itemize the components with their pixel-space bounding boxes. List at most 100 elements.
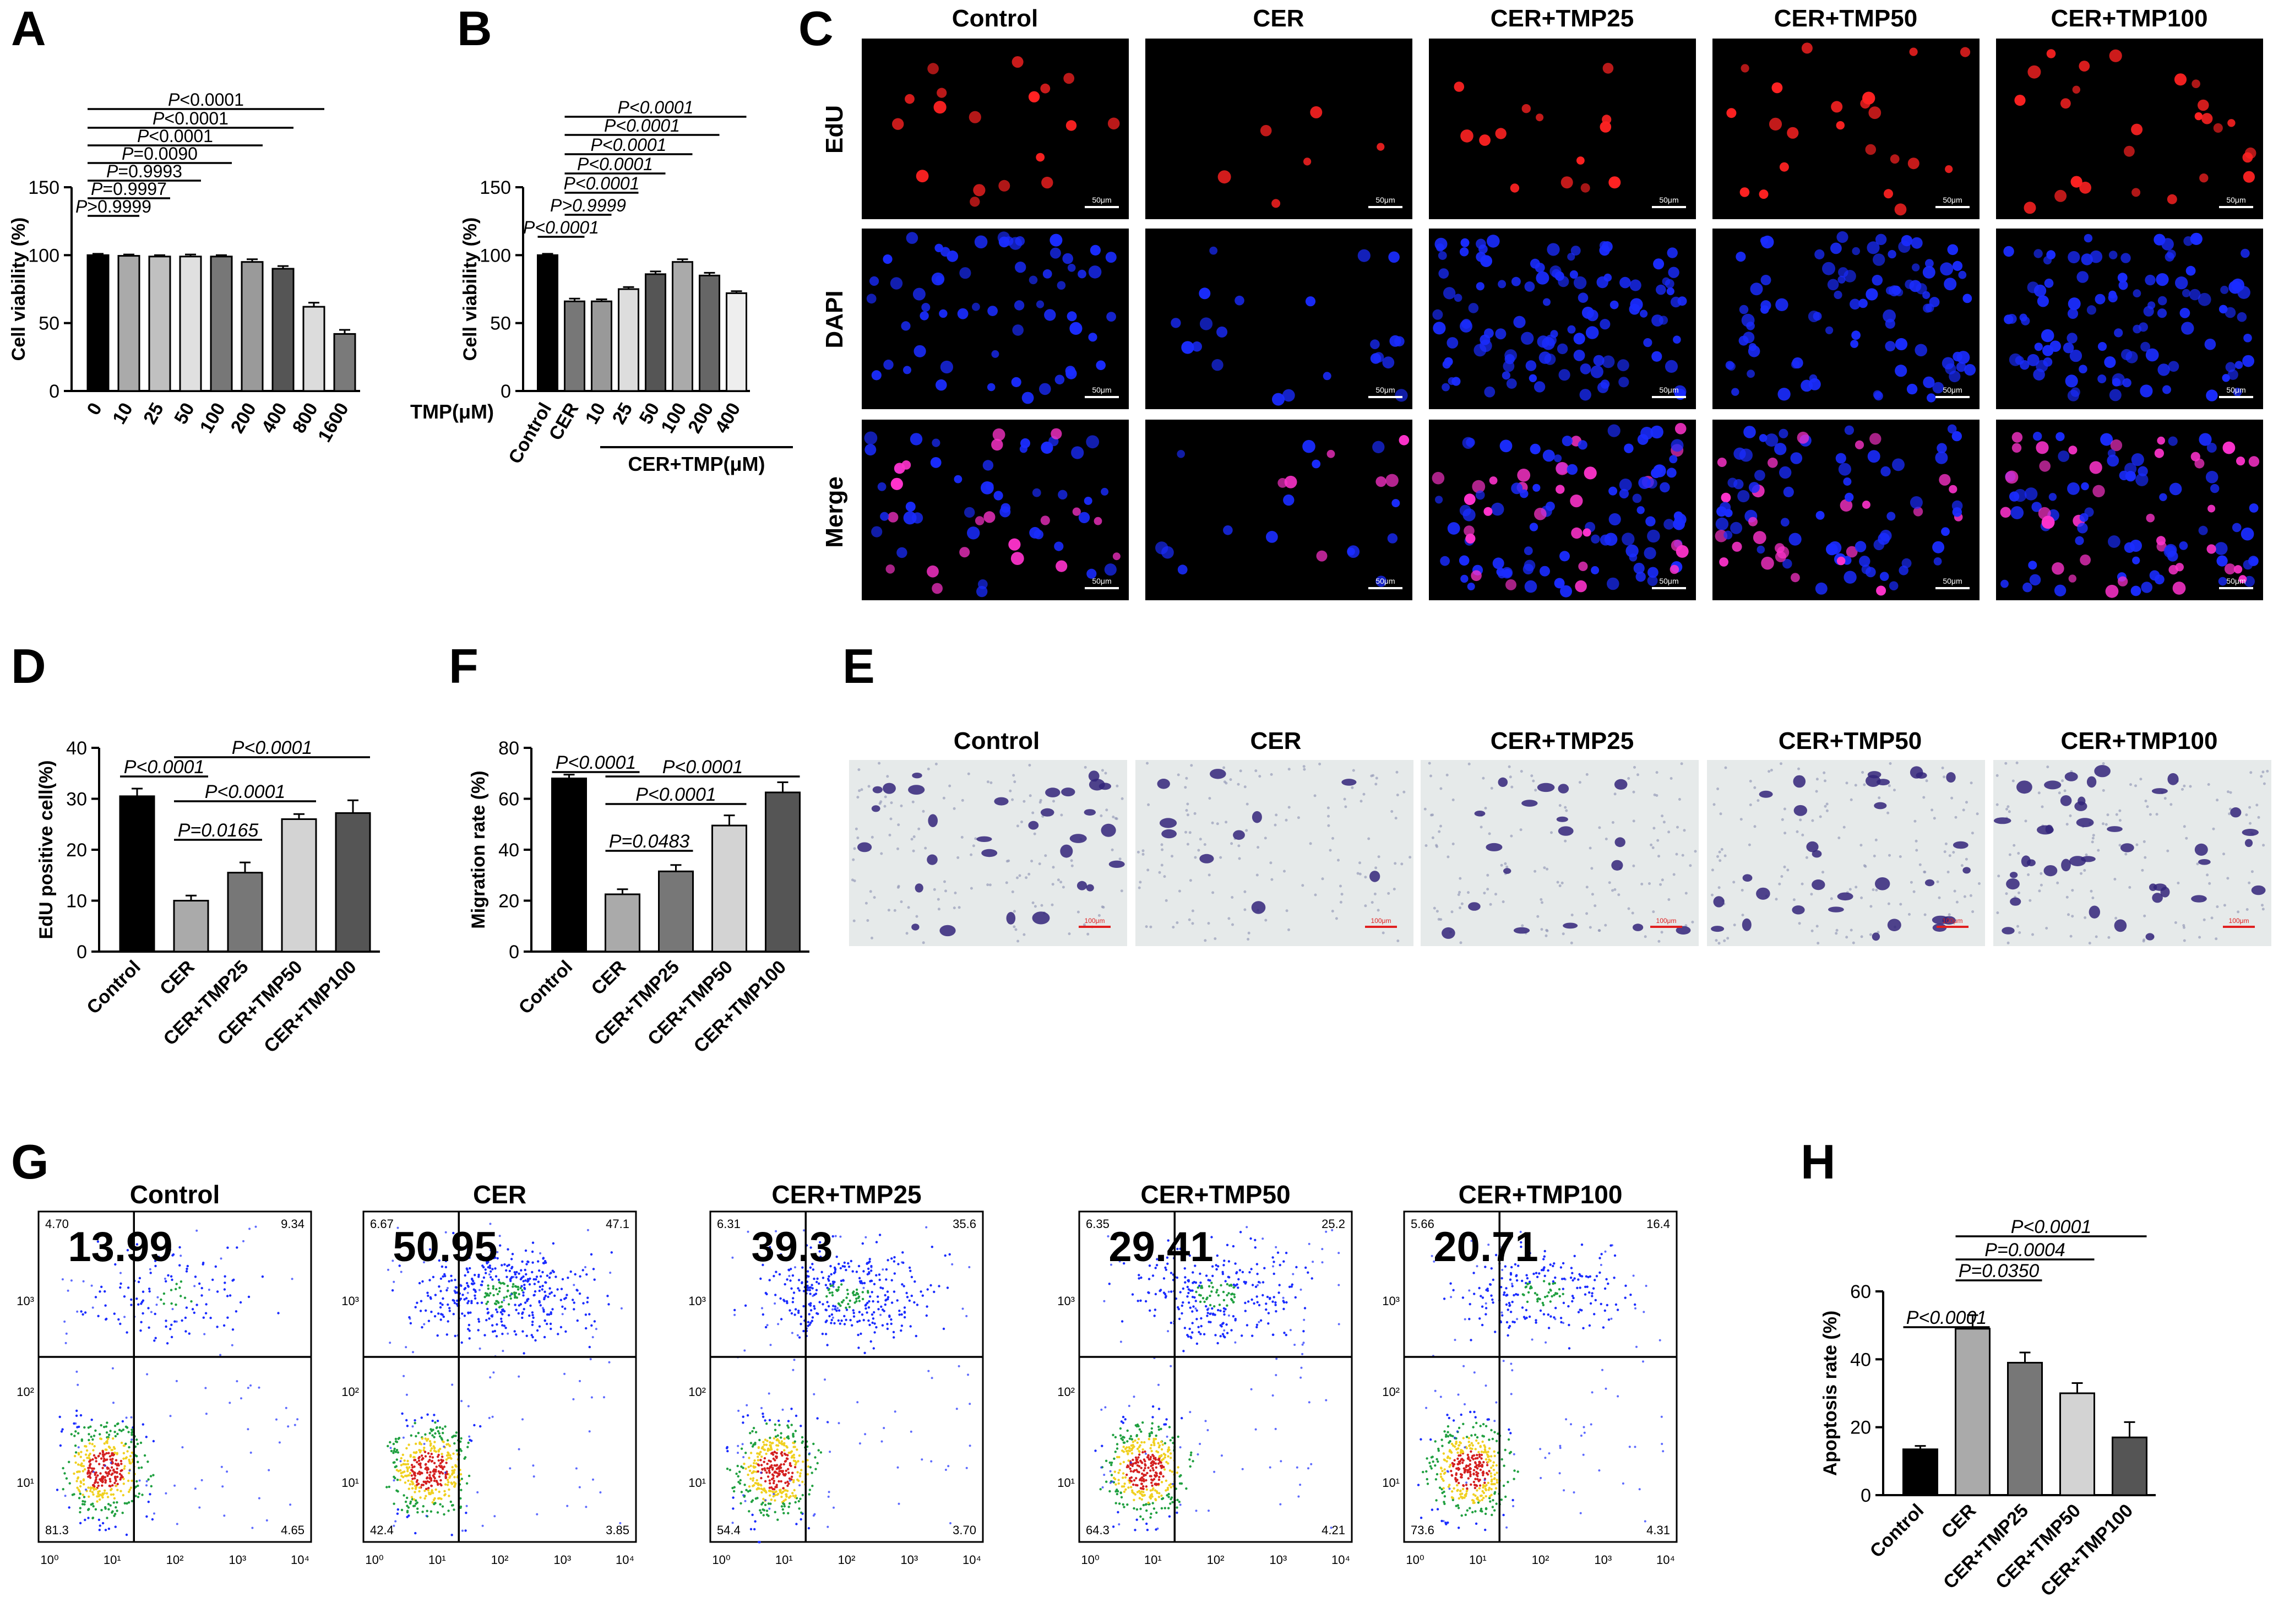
- event-dot: [73, 1454, 77, 1458]
- cell-nucleus: [1051, 428, 1062, 439]
- event-dot: [418, 1442, 421, 1445]
- membrane-pore: [2183, 784, 2186, 787]
- cell-nucleus: [920, 311, 929, 321]
- event-dot: [194, 1487, 197, 1490]
- event-dot: [550, 1291, 553, 1294]
- event-dot: [88, 1433, 90, 1436]
- event-dot: [126, 1331, 128, 1334]
- event-dot: [104, 1476, 107, 1479]
- micro-col-label: Control: [952, 5, 1038, 32]
- event-dot: [531, 1323, 534, 1326]
- event-dot: [400, 1475, 403, 1478]
- membrane-pore: [1362, 792, 1366, 796]
- membrane-pore: [1636, 773, 1639, 776]
- event-dot: [424, 1480, 427, 1483]
- event-dot: [293, 1424, 296, 1426]
- event-dot: [858, 1442, 861, 1445]
- migrated-cell: [1867, 771, 1882, 779]
- membrane-pore: [878, 802, 882, 805]
- event-dot: [818, 1250, 821, 1253]
- event-dot: [460, 1437, 463, 1440]
- cell-nucleus: [1644, 547, 1656, 560]
- event-dot: [416, 1501, 418, 1504]
- event-dot: [541, 1285, 544, 1288]
- membrane-pore: [1775, 898, 1778, 901]
- cell-nucleus: [1476, 282, 1484, 291]
- event-dot: [122, 1457, 125, 1460]
- cell-nucleus: [2140, 384, 2153, 398]
- event-dot: [491, 1324, 494, 1327]
- y-tick-label: 10³: [341, 1294, 359, 1308]
- event-dot: [453, 1508, 455, 1511]
- event-dot: [506, 1284, 509, 1288]
- event-dot: [903, 1316, 906, 1319]
- cell-nucleus: [1949, 485, 1957, 493]
- event-dot: [1250, 1298, 1253, 1301]
- membrane-pore: [1486, 888, 1489, 891]
- event-dot: [81, 1313, 84, 1316]
- event-dot: [847, 1265, 851, 1268]
- membrane-pore: [1104, 772, 1107, 775]
- event-dot: [427, 1487, 430, 1490]
- event-dot: [843, 1323, 846, 1326]
- event-dot: [791, 1274, 795, 1277]
- event-dot: [851, 1324, 853, 1327]
- event-dot: [480, 1284, 482, 1286]
- membrane-pore: [2045, 927, 2048, 930]
- event-dot: [89, 1476, 92, 1479]
- event-dot: [142, 1290, 145, 1293]
- membrane-pore: [960, 835, 964, 839]
- event-dot: [87, 1426, 90, 1429]
- event-dot: [1216, 1341, 1219, 1345]
- event-dot: [758, 1487, 760, 1490]
- migrated-cell: [2198, 859, 2211, 865]
- membrane-pore: [912, 849, 915, 852]
- membrane-pore: [1723, 939, 1726, 942]
- cell-nucleus: [1036, 300, 1045, 308]
- event-dot: [466, 1281, 469, 1285]
- event-dot: [501, 1264, 503, 1267]
- event-dot: [787, 1512, 790, 1514]
- cell-nucleus: [2210, 484, 2220, 493]
- cell-nucleus: [2011, 432, 2023, 443]
- event-dot: [965, 1467, 968, 1469]
- event-dot: [275, 1418, 278, 1421]
- event-dot: [1178, 1501, 1181, 1503]
- cell-nucleus: [1573, 276, 1587, 290]
- cell-nucleus: [2238, 575, 2247, 584]
- event-dot: [790, 1450, 793, 1453]
- event-dot: [1128, 1447, 1131, 1450]
- cell-nucleus: [1597, 382, 1609, 393]
- migrated-cell: [2191, 895, 2207, 903]
- event-dot: [105, 1431, 108, 1434]
- cell-nucleus: [2076, 271, 2089, 283]
- migrated-cell: [1793, 775, 1806, 788]
- event-dot: [448, 1280, 450, 1283]
- event-dot: [790, 1408, 793, 1410]
- event-dot: [890, 1301, 894, 1304]
- cell-nucleus: [1454, 294, 1462, 302]
- event-dot: [451, 1383, 454, 1386]
- cell-nucleus: [864, 431, 878, 445]
- p-value-label: P<0.0001: [662, 757, 743, 778]
- cell-nucleus: [2065, 374, 2078, 388]
- event-dot: [871, 1313, 874, 1316]
- event-dot: [733, 1486, 736, 1489]
- cell-nucleus: [2231, 278, 2245, 292]
- event-dot: [1151, 1453, 1154, 1457]
- cell-nucleus: [2198, 292, 2211, 306]
- cell-nucleus: [1545, 501, 1555, 511]
- p-value-label: P<0.0001: [137, 126, 213, 146]
- event-dot: [106, 1421, 108, 1424]
- event-dot: [1152, 1440, 1155, 1442]
- event-dot: [465, 1297, 468, 1300]
- cell-nucleus: [1192, 341, 1202, 352]
- event-dot: [1155, 1472, 1158, 1475]
- event-dot: [94, 1480, 97, 1483]
- event-dot: [801, 1436, 804, 1439]
- event-dot: [838, 1263, 840, 1265]
- event-dot: [151, 1244, 154, 1247]
- event-dot: [122, 1452, 126, 1454]
- cell-nucleus: [1906, 383, 1918, 395]
- cell-nucleus: [1949, 370, 1961, 383]
